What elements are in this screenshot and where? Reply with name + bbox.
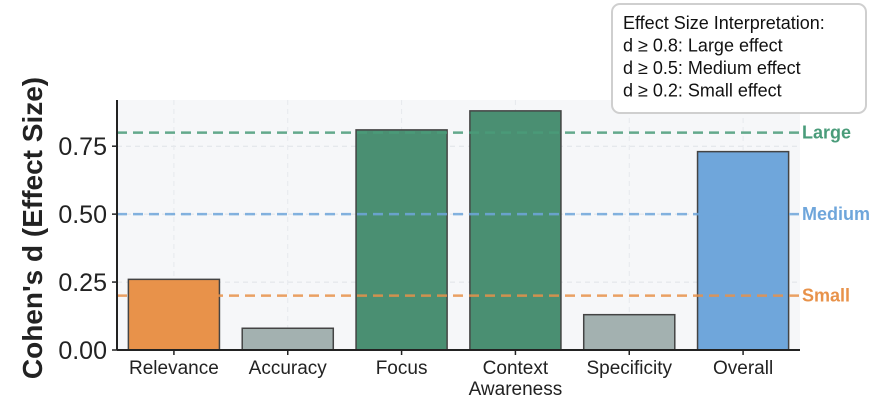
legend-line: d ≥ 0.2: Small effect (623, 81, 782, 101)
bar-accuracy (241, 327, 335, 351)
x-tick-label: Focus (376, 358, 428, 379)
x-tick-label: Awareness (469, 379, 563, 400)
legend-line: d ≥ 0.8: Large effect (623, 36, 783, 56)
y-tick-label: 0.25 (58, 269, 107, 297)
legend-box (611, 3, 867, 114)
legend-line: Effect Size Interpretation: (623, 13, 825, 33)
x-tick-label: Relevance (129, 358, 219, 379)
bar-relevance (127, 278, 221, 351)
reference-label-large: Large (802, 123, 851, 143)
x-tick-label: Specificity (586, 358, 672, 379)
reference-label-medium: Medium (802, 204, 870, 224)
bar-focus (355, 129, 448, 351)
x-tick-label: Accuracy (249, 358, 328, 379)
plot-background (117, 100, 800, 350)
bar-context-awareness (469, 110, 562, 351)
legend: Effect Size Interpretation: d ≥ 0.8: Larg… (611, 3, 867, 114)
y-ticks: 0.00 0.25 0.50 0.75 (58, 133, 117, 365)
reference-lines: Large Medium Small (117, 123, 870, 306)
reference-label-small: Small (802, 286, 850, 306)
y-tick-label: 0.00 (58, 337, 107, 365)
bars (127, 110, 790, 351)
x-tick-label: Overall (713, 358, 773, 379)
axes (116, 100, 800, 351)
bar-overall (696, 150, 790, 351)
y-tick-label: 0.75 (58, 133, 107, 161)
y-axis-label: Cohen's d (Effect Size) (17, 77, 48, 379)
x-tick-label: Context (483, 358, 549, 379)
bar-specificity (582, 313, 676, 351)
y-tick-label: 0.50 (58, 201, 107, 229)
legend-line: d ≥ 0.5: Medium effect (623, 58, 801, 78)
